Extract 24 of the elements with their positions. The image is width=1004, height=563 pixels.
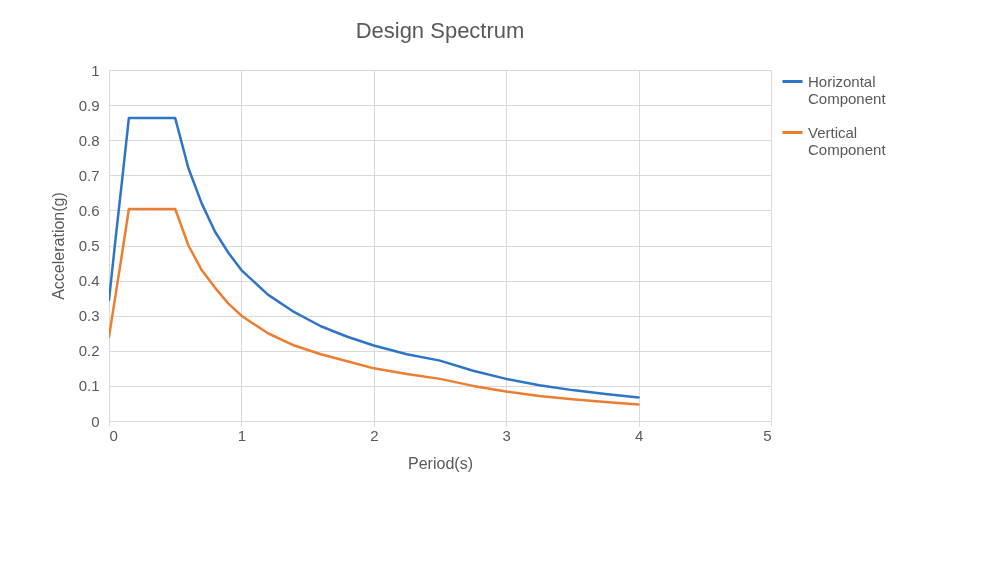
x-tick-label: 1	[237, 426, 247, 444]
x-tick-label: 0	[109, 426, 118, 444]
x-tick-label: 3	[502, 426, 511, 444]
x-tick-label: 4	[634, 426, 644, 444]
legend-label: Vertical Component	[808, 123, 887, 158]
legend-label: Horizontal Component	[808, 72, 887, 107]
y-tick-label: 0.7	[78, 166, 100, 184]
y-axis-title: Acceleration(g)	[49, 192, 67, 300]
y-tick-label: 0.5	[78, 237, 100, 254]
y-tick-label: 0.9	[78, 96, 100, 114]
y-tick-label: 0.4	[78, 272, 100, 290]
y-tick-label: 0.2	[78, 342, 100, 360]
line-series	[109, 116, 640, 399]
x-axis-title: Period(s)	[408, 454, 473, 472]
y-tick-label: 0.1	[78, 377, 100, 395]
x-tick-label: 2	[370, 426, 379, 444]
y-tick-label: 1	[91, 61, 100, 79]
y-tick-label: 0.6	[78, 201, 100, 219]
y-tick-label: 0.8	[78, 131, 100, 149]
y-tick-label: 0	[91, 412, 100, 430]
x-tick-label: 5	[763, 426, 772, 444]
line-series	[109, 207, 640, 406]
chart-title: Design Spectrum	[355, 18, 525, 43]
y-tick-label: 0.3	[78, 307, 100, 325]
